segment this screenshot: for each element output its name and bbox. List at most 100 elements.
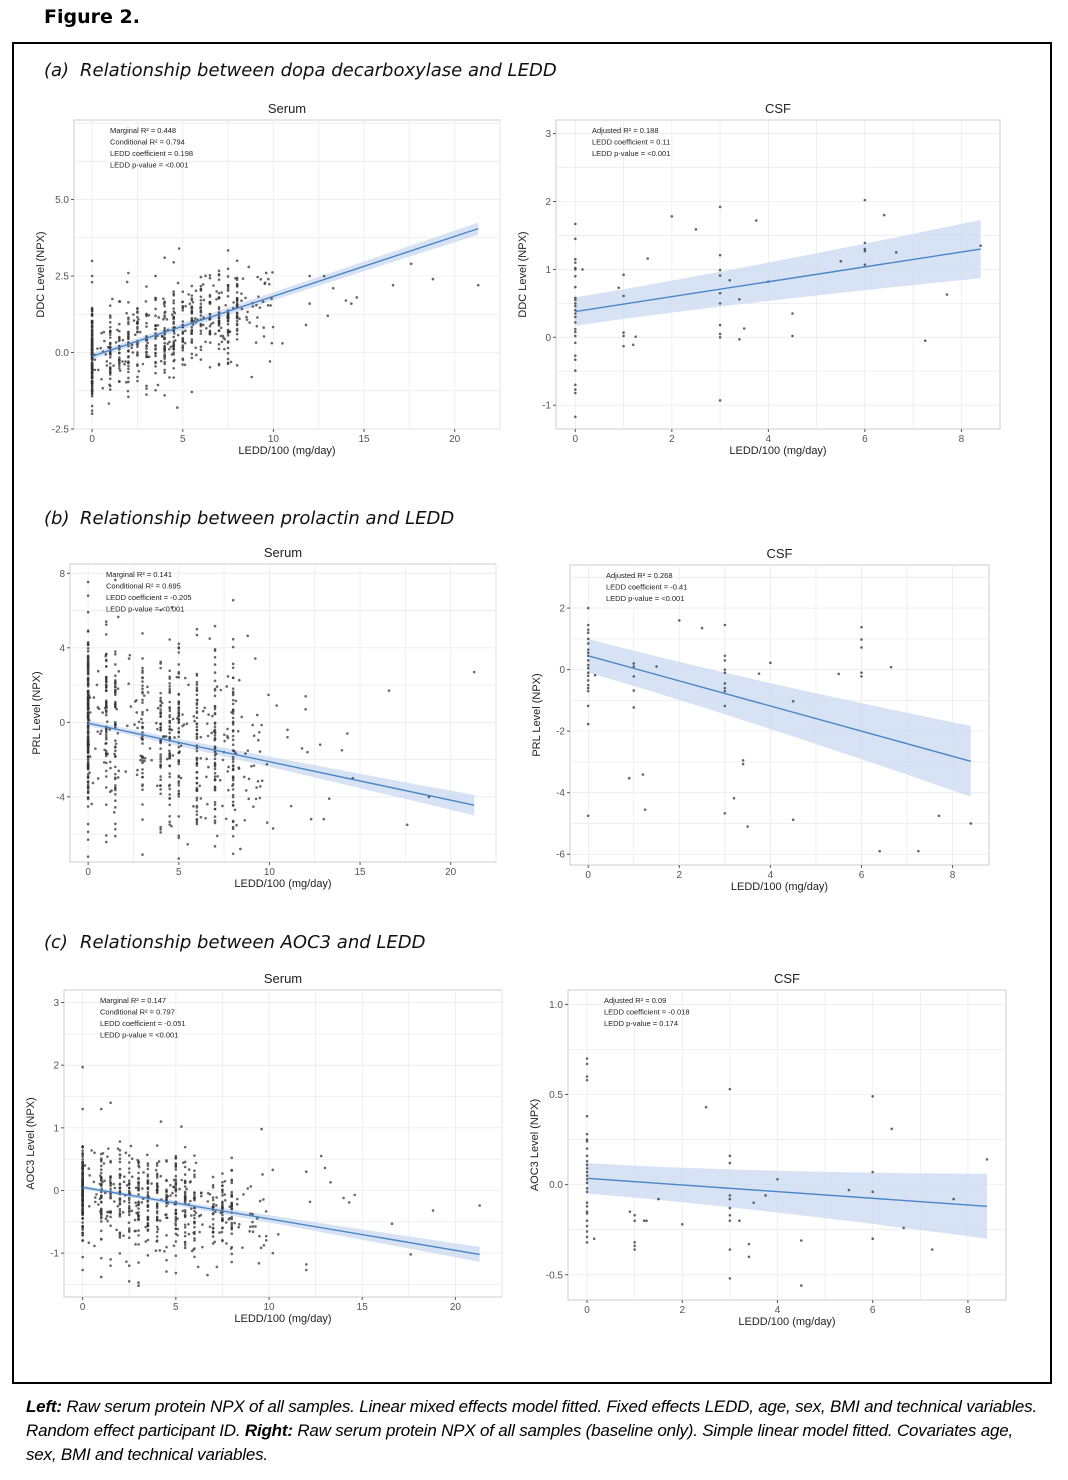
data-point [177, 745, 181, 749]
data-point [235, 311, 239, 315]
data-point [586, 689, 590, 693]
data-point [266, 304, 270, 307]
data-point [264, 271, 268, 275]
data-point [104, 652, 108, 656]
data-point [199, 284, 203, 288]
data-point [890, 1127, 894, 1131]
data-point [723, 668, 727, 671]
data-point [81, 1172, 84, 1175]
data-point [137, 1193, 140, 1196]
data-point [586, 666, 590, 670]
data-point [114, 578, 117, 582]
data-point [106, 1210, 109, 1214]
data-point [201, 1223, 204, 1226]
data-point [111, 297, 114, 301]
data-point [723, 704, 727, 708]
data-point [108, 321, 112, 324]
data-point [319, 1154, 323, 1158]
data-point [193, 1173, 196, 1177]
data-point [694, 228, 698, 231]
data-point [96, 347, 99, 350]
data-point [108, 351, 112, 355]
data-point [118, 1140, 122, 1143]
data-point [847, 1188, 851, 1192]
data-point [431, 1209, 435, 1212]
data-point [155, 1190, 159, 1194]
data-point [159, 760, 162, 763]
data-point [114, 693, 117, 697]
data-point [585, 1140, 589, 1143]
data-point [347, 1201, 351, 1204]
data-point [199, 756, 203, 760]
data-point [632, 662, 636, 665]
data-point [145, 708, 149, 712]
points [574, 198, 982, 419]
data-point [221, 334, 225, 338]
stat-annotation: Adjusted R² = 0.09 [604, 996, 666, 1005]
data-point [155, 721, 158, 725]
data-point [231, 729, 235, 732]
data-point [260, 1127, 263, 1131]
data-point [162, 735, 166, 738]
data-point [125, 311, 128, 315]
data-point [183, 1185, 187, 1188]
data-point [106, 1155, 109, 1158]
data-point [204, 816, 207, 820]
data-point [118, 1236, 122, 1239]
data-point [215, 290, 218, 293]
data-point [234, 699, 238, 703]
data-point [162, 297, 165, 301]
data-point [168, 803, 172, 807]
data-point [275, 704, 278, 707]
data-point [174, 1162, 178, 1165]
data-point [118, 329, 121, 333]
data-point [127, 364, 130, 368]
data-point [585, 1154, 589, 1158]
data-point [86, 805, 90, 808]
data-point [206, 802, 209, 806]
data-point [262, 335, 266, 338]
data-point [208, 318, 211, 321]
data-point [213, 815, 217, 818]
data-point [195, 706, 199, 710]
data-point [172, 260, 176, 264]
data-point [585, 1230, 589, 1233]
data-point [81, 1228, 84, 1231]
data-point [226, 770, 230, 773]
data-point [230, 1227, 234, 1231]
data-point [108, 336, 112, 339]
data-point [165, 1234, 168, 1237]
data-point [86, 716, 90, 720]
data-point [236, 1197, 239, 1201]
data-point [81, 1201, 84, 1205]
data-point [81, 1211, 84, 1214]
data-point [143, 756, 147, 760]
data-point [221, 1216, 224, 1220]
data-point [168, 687, 172, 691]
data-point [118, 1232, 122, 1236]
data-point [226, 361, 230, 365]
data-point [193, 1169, 196, 1173]
data-point [203, 706, 207, 710]
data-point [90, 412, 94, 416]
data-point [146, 1164, 150, 1167]
data-point [585, 1132, 589, 1136]
data-point [177, 727, 181, 730]
data-point [190, 338, 194, 341]
data-point [118, 351, 121, 355]
data-point [81, 1207, 84, 1211]
data-point [193, 1239, 196, 1242]
data-point [163, 362, 166, 366]
data-point [86, 699, 90, 702]
data-point [213, 624, 217, 628]
data-point [254, 797, 258, 801]
data-point [185, 1187, 188, 1191]
data-point [211, 1235, 215, 1238]
data-point [181, 336, 185, 340]
data-point [799, 1239, 803, 1242]
stat-annotation: LEDD coefficient = 0.11 [592, 138, 670, 147]
data-point [226, 295, 230, 298]
data-point [99, 1175, 103, 1179]
data-point [183, 1234, 187, 1238]
data-point [141, 713, 144, 716]
